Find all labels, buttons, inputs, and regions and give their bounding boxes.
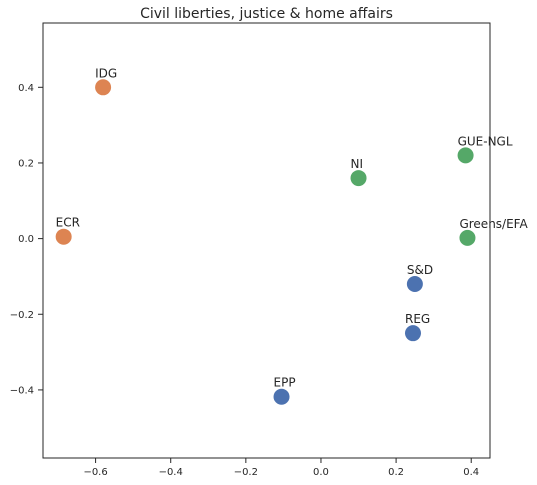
data-point xyxy=(350,170,367,187)
x-axis: −0.6 −0.4 −0.2 0.0 0.2 0.4 xyxy=(83,458,479,478)
y-tick-label: −0.2 xyxy=(10,310,34,321)
point-label: S&D xyxy=(407,263,433,277)
y-tick-label: 0.4 xyxy=(18,83,34,94)
data-point xyxy=(95,79,112,96)
y-tick-label: 0.2 xyxy=(18,158,34,169)
data-point xyxy=(55,228,72,245)
x-tick-label: 0.0 xyxy=(313,467,329,478)
point-label: ECR xyxy=(56,216,80,230)
x-tick-label: −0.2 xyxy=(234,467,258,478)
point-label: REG xyxy=(405,312,430,326)
plot-frame xyxy=(42,22,491,459)
point-label: NI xyxy=(351,157,364,171)
data-point xyxy=(406,276,423,292)
data-point xyxy=(459,229,476,246)
point-label: GUE-NGL xyxy=(458,134,513,148)
point-label: EPP xyxy=(274,376,296,390)
point-label: IDG xyxy=(95,66,117,80)
chart-title: Civil liberties, justice & home affairs xyxy=(140,6,393,22)
y-tick-label: 0.0 xyxy=(18,234,34,245)
x-tick-label: −0.6 xyxy=(83,467,107,478)
data-points: IDG ECR NI GUE-NGL Greens/EFA S&D REG EPP xyxy=(55,66,528,405)
x-tick-label: −0.4 xyxy=(159,467,183,478)
point-label: Greens/EFA xyxy=(459,217,528,231)
data-point xyxy=(273,388,290,405)
data-point xyxy=(404,325,421,342)
x-tick-label: 0.4 xyxy=(463,467,479,478)
x-tick-label: 0.2 xyxy=(388,467,404,478)
y-axis: −0.4 −0.2 0.0 0.2 0.4 xyxy=(10,83,43,396)
data-point xyxy=(457,147,474,164)
y-tick-label: −0.4 xyxy=(10,385,34,396)
